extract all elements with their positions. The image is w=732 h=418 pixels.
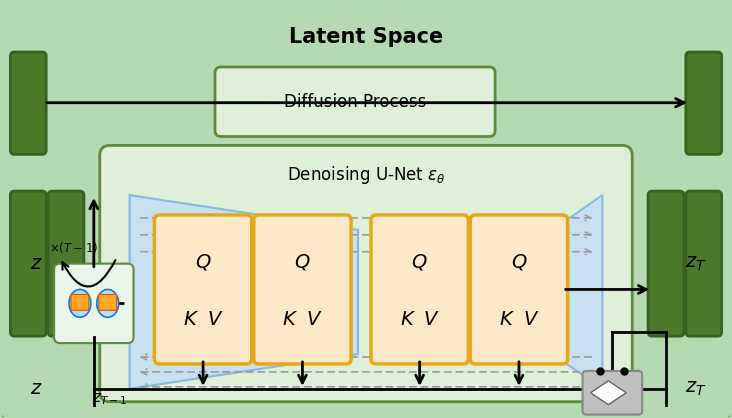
Polygon shape: [591, 381, 627, 405]
Text: $V$: $V$: [206, 310, 223, 329]
Text: $z$: $z$: [30, 379, 42, 398]
FancyBboxPatch shape: [10, 52, 46, 154]
Text: Denoising U-Net $\epsilon_\theta$: Denoising U-Net $\epsilon_\theta$: [287, 164, 445, 186]
FancyBboxPatch shape: [10, 191, 46, 336]
Ellipse shape: [69, 289, 91, 317]
Text: $K$: $K$: [183, 310, 199, 329]
Text: $z_{T-1}$: $z_{T-1}$: [92, 391, 127, 407]
Text: Diffusion Process: Diffusion Process: [284, 93, 426, 111]
FancyBboxPatch shape: [48, 191, 84, 336]
FancyBboxPatch shape: [648, 191, 684, 336]
Text: $\times(T-1)$: $\times(T-1)$: [49, 240, 99, 255]
FancyBboxPatch shape: [154, 215, 252, 364]
Text: $z$: $z$: [30, 254, 42, 273]
FancyBboxPatch shape: [686, 191, 722, 336]
Text: $Q$: $Q$: [294, 252, 310, 272]
Text: $K$: $K$: [400, 310, 416, 329]
Text: $K$: $K$: [283, 310, 299, 329]
FancyBboxPatch shape: [99, 294, 116, 310]
FancyBboxPatch shape: [54, 264, 133, 343]
Text: $V$: $V$: [423, 310, 440, 329]
Polygon shape: [130, 195, 358, 389]
Text: $K$: $K$: [499, 310, 515, 329]
Text: $z_T$: $z_T$: [685, 379, 706, 398]
Text: $V$: $V$: [306, 310, 323, 329]
FancyBboxPatch shape: [71, 294, 89, 310]
FancyBboxPatch shape: [470, 215, 567, 364]
Text: Latent Space: Latent Space: [289, 27, 443, 47]
Polygon shape: [374, 195, 602, 389]
FancyBboxPatch shape: [371, 215, 468, 364]
Text: $Q$: $Q$: [195, 252, 212, 272]
FancyBboxPatch shape: [100, 145, 632, 402]
Ellipse shape: [97, 289, 119, 317]
FancyBboxPatch shape: [215, 67, 495, 137]
FancyBboxPatch shape: [254, 215, 351, 364]
Text: $Q$: $Q$: [511, 252, 527, 272]
Text: $Q$: $Q$: [411, 252, 428, 272]
Text: $z_T$: $z_T$: [685, 254, 706, 273]
Text: $V$: $V$: [523, 310, 539, 329]
FancyBboxPatch shape: [686, 52, 722, 154]
FancyBboxPatch shape: [583, 371, 642, 415]
